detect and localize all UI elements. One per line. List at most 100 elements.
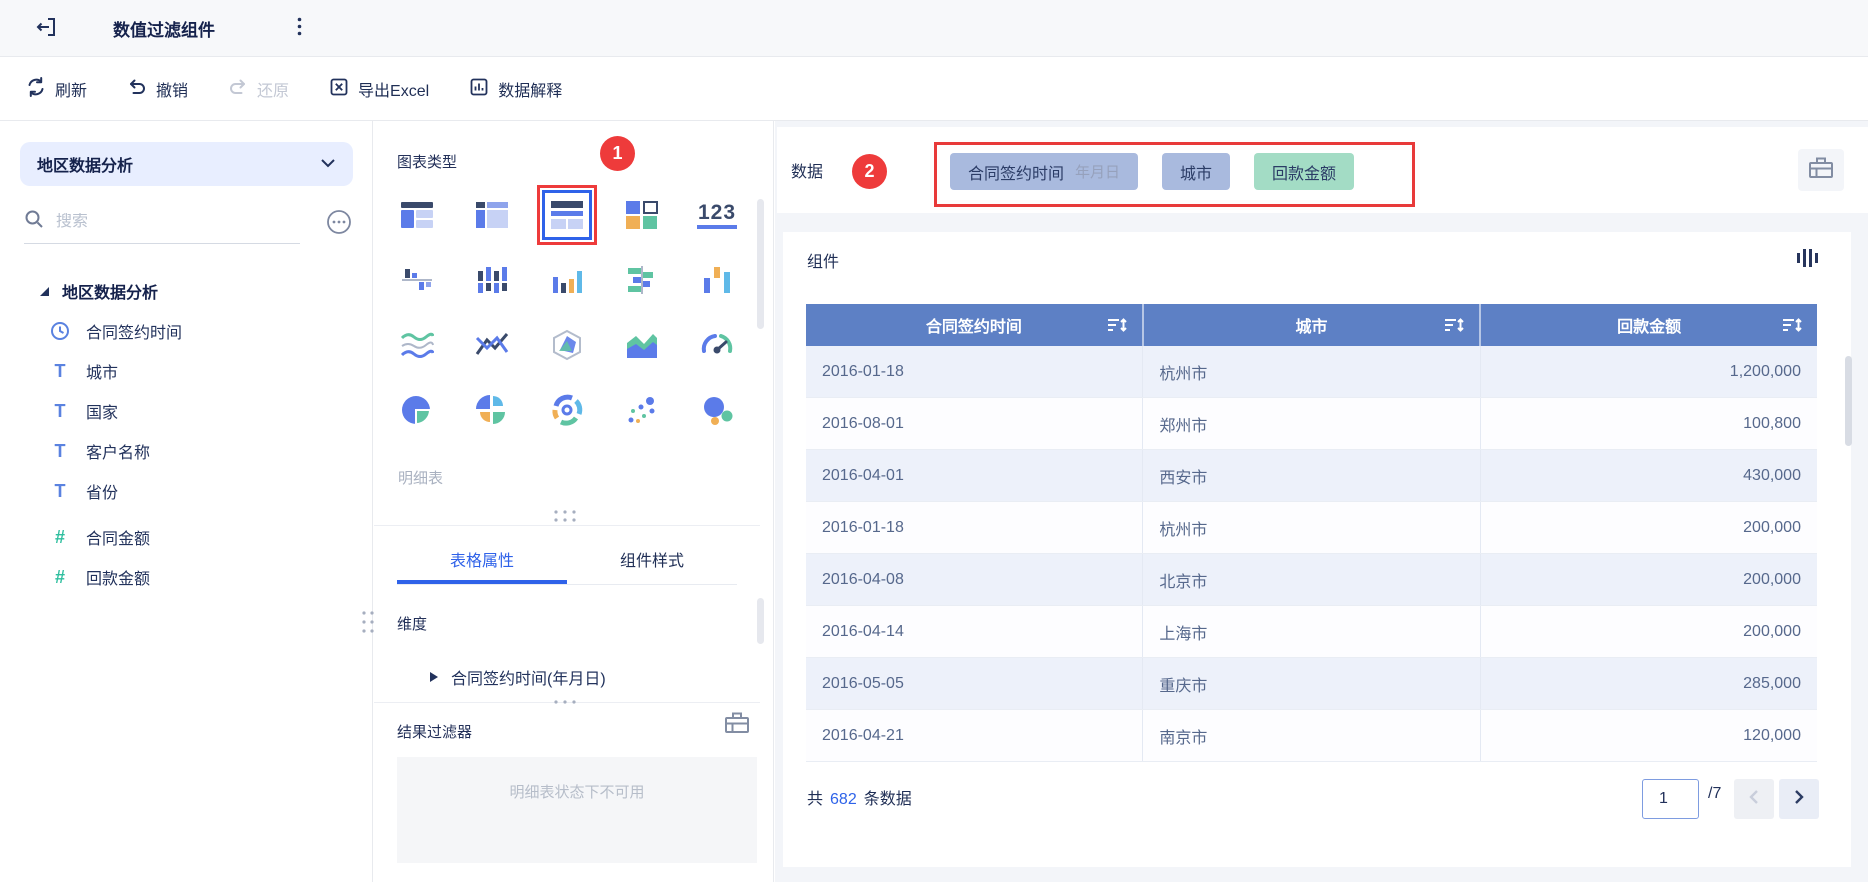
section-drag-handle[interactable] [552, 695, 578, 713]
search-icon [24, 209, 44, 234]
scrollbar-thumb[interactable] [757, 199, 764, 329]
chart-type-column-chart-icon[interactable] [547, 260, 587, 300]
table-row: 2016-01-18 杭州市 1,200,000 [806, 346, 1817, 398]
chart-type-kpi-indicator-icon[interactable]: 123 [696, 195, 738, 235]
redo-button[interactable]: 还原 [228, 77, 289, 102]
table-scrollbar-thumb[interactable] [1845, 356, 1852, 446]
tab-component-style[interactable]: 组件样式 [619, 552, 684, 570]
column-header-payment-amount[interactable]: 回款金额 [1481, 304, 1818, 346]
cell-contract-date: 2016-04-14 [806, 606, 1144, 657]
dataset-selector[interactable]: 地区数据分析 [20, 142, 353, 186]
cell-contract-date: 2016-05-05 [806, 658, 1144, 709]
chevron-down-icon [320, 155, 336, 173]
cell-payment-amount: 1,200,000 [1729, 362, 1801, 380]
refresh-button[interactable]: 刷新 [26, 76, 87, 102]
chart-type-area-chart-icon[interactable] [622, 325, 662, 365]
pill-city[interactable]: 城市 [1162, 153, 1231, 190]
chart-type-gauge-icon[interactable] [697, 325, 737, 365]
chart-type-detail-table-icon-selected[interactable] [537, 185, 597, 245]
undo-button[interactable]: 撤销 [127, 77, 188, 102]
scrollbar-thumb[interactable] [757, 598, 764, 644]
data-bar: 数据 合同签约时间 年月日 城市 回款金额 [777, 127, 1868, 213]
data-explain-icon [469, 77, 489, 102]
divider [374, 702, 760, 703]
chart-type-card-blocks-icon[interactable] [622, 195, 662, 235]
chart-type-updown-bar-icon[interactable] [397, 260, 437, 300]
record-count-number: 682 [830, 791, 857, 808]
filter-briefcase-icon[interactable] [724, 711, 750, 740]
prev-page-button[interactable] [1734, 779, 1774, 819]
chevron-right-icon [1793, 789, 1805, 810]
data-explain-button[interactable]: 数据解释 [469, 77, 562, 102]
field-item-customer[interactable]: T 客户名称 [0, 431, 372, 471]
table-row: 2016-04-01 西安市 430,000 [806, 450, 1817, 502]
chart-type-scatter-plot-icon[interactable] [622, 390, 662, 430]
cell-city: 郑州市 [1143, 398, 1481, 449]
table-row: 2016-05-05 重庆市 285,000 [806, 658, 1817, 710]
measure-item-payment-amount[interactable]: # 回款金额 [0, 557, 372, 597]
field-item-province[interactable]: T 省份 [0, 471, 372, 511]
column-header-city[interactable]: 城市 [1143, 304, 1482, 346]
chart-type-bar-chart-icon[interactable] [622, 260, 662, 300]
pill-contract-date[interactable]: 合同签约时间 年月日 [950, 153, 1139, 190]
number-field-icon: # [54, 526, 65, 547]
chart-type-range-bar-icon[interactable] [697, 260, 737, 300]
table-row: 2016-04-14 上海市 200,000 [806, 606, 1817, 658]
page-number-input[interactable] [1642, 779, 1699, 819]
chart-type-combo-line-icon[interactable] [472, 325, 512, 365]
table-body: 2016-01-18 杭州市 1,200,000 2016-08-01 郑州市 … [806, 346, 1817, 762]
cell-contract-date: 2016-04-21 [806, 710, 1144, 761]
field-item-contract-date[interactable]: 合同签约时间 [0, 311, 372, 351]
more-menu-button[interactable] [292, 17, 306, 41]
search-more-button[interactable] [326, 209, 352, 240]
field-item-country[interactable]: T 国家 [0, 391, 372, 431]
data-bar-label: 数据 [791, 164, 824, 181]
dimension-item-row[interactable]: 合同签约时间(年月日) [430, 665, 606, 689]
chart-type-group-table-icon[interactable] [397, 195, 437, 235]
next-page-button[interactable] [1779, 779, 1819, 819]
cell-city: 北京市 [1143, 554, 1481, 605]
chart-type-stacked-bar-icon[interactable] [472, 260, 512, 300]
back-button[interactable] [31, 15, 61, 43]
export-excel-button[interactable]: 导出Excel [329, 77, 429, 102]
tree-root-node[interactable]: 地区数据分析 [0, 271, 372, 311]
table-row: 2016-01-18 杭州市 200,000 [806, 502, 1817, 554]
kebab-icon [297, 17, 302, 41]
cell-payment-amount: 430,000 [1743, 466, 1801, 484]
divider [374, 525, 760, 526]
detail-table: 合同签约时间 城市 回款金额 2016-01-18 杭州市 1,200,000 [806, 304, 1818, 762]
text-field-icon: T [54, 440, 66, 461]
annotation-red-box-1 [537, 185, 597, 245]
excel-icon [329, 77, 349, 102]
search-input[interactable] [56, 212, 266, 231]
switch-chart-icon[interactable] [1795, 247, 1819, 274]
result-filter-section-title: 结果过滤器 [397, 724, 473, 741]
column-header-contract-date[interactable]: 合同签约时间 [806, 304, 1144, 346]
chart-type-line-chart-icon[interactable] [397, 325, 437, 365]
chart-type-bubble-chart-icon[interactable] [697, 390, 737, 430]
sort-icon[interactable] [1443, 317, 1465, 338]
sort-icon[interactable] [1781, 317, 1803, 338]
data-briefcase-button[interactable] [1798, 149, 1844, 191]
pill-payment-amount[interactable]: 回款金额 [1254, 153, 1355, 190]
chart-name-label: 明细表 [398, 470, 444, 487]
chart-type-multi-pie-icon[interactable] [472, 390, 512, 430]
field-item-city[interactable]: T 城市 [0, 351, 372, 391]
component-card: 组件 合同签约时间 城市 回款金额 2016-01 [783, 232, 1852, 867]
chart-type-donut-chart-icon[interactable] [547, 390, 587, 430]
annotation-badge-2: 2 [852, 154, 887, 189]
selected-chart-type-border [542, 190, 592, 240]
chart-type-cross-table-icon[interactable] [472, 195, 512, 235]
measure-item-contract-amount[interactable]: # 合同金额 [0, 517, 372, 557]
chart-type-radar-chart-icon[interactable] [547, 325, 587, 365]
section-drag-handle[interactable] [552, 508, 578, 529]
config-tabs: 表格属性 组件样式 [397, 533, 737, 585]
annotation-badge-1: 1 [600, 136, 635, 171]
cell-city: 杭州市 [1143, 346, 1481, 397]
chart-type-pie-chart-icon[interactable] [397, 390, 437, 430]
cell-payment-amount: 200,000 [1743, 570, 1801, 588]
toolbar: 刷新 撤销 还原 导出Excel 数据解释 [0, 58, 1868, 121]
sort-icon[interactable] [1106, 317, 1128, 338]
panel-resize-handle[interactable] [360, 609, 376, 640]
tab-table-properties[interactable]: 表格属性 [397, 533, 567, 584]
